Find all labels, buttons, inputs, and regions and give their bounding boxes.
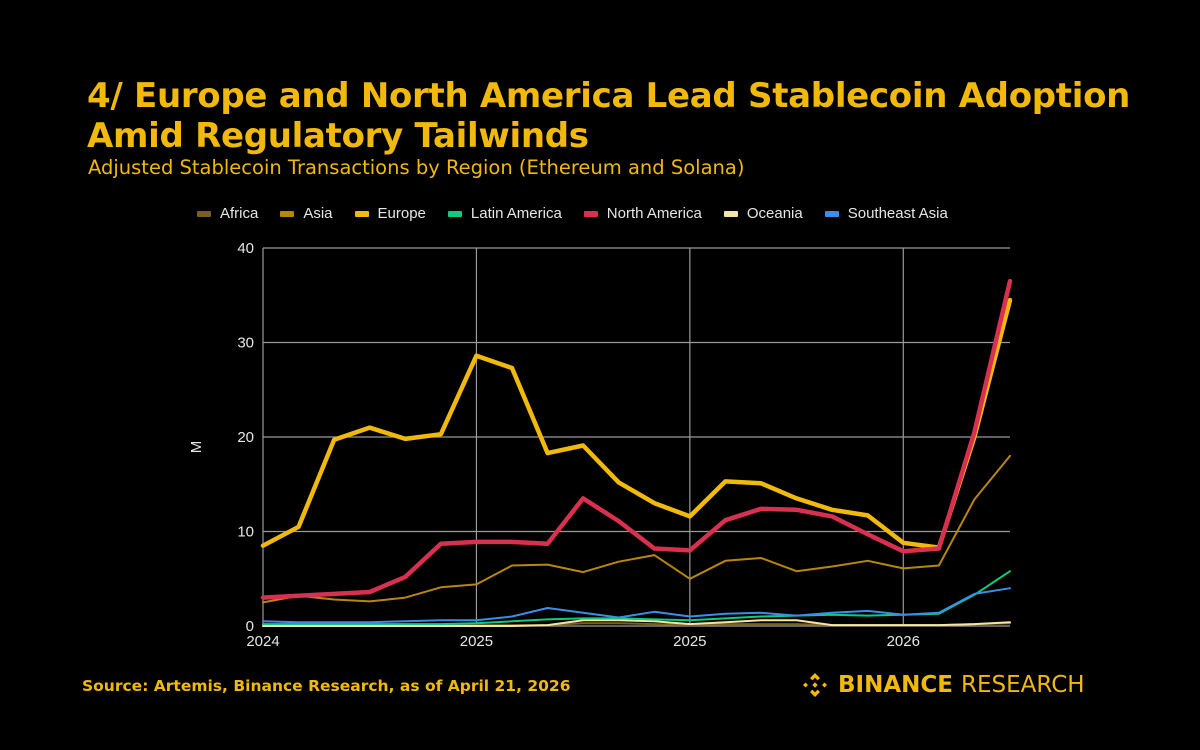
series-lines [260, 278, 1013, 627]
legend-label: Southeast Asia [847, 205, 948, 222]
source-note: Source: Artemis, Binance Research, as of… [82, 677, 571, 695]
y-tick-label: 30 [237, 335, 254, 352]
x-tick-label: 2026 [887, 633, 920, 650]
legend-label: North America [606, 205, 702, 222]
y-tick-label: 20 [237, 429, 254, 446]
y-tick-label: 0 [246, 618, 254, 635]
legend-label: Latin America [470, 205, 562, 222]
legend-item-southeast-asia: Southeast Asia [824, 205, 948, 222]
title-line-1: 4/ Europe and North America Lead Stablec… [87, 76, 1131, 116]
series-line-latin-america [262, 570, 1011, 626]
brand-logo: BINANCE RESEARCH [800, 670, 1085, 700]
brand-name-regular: RESEARCH [960, 672, 1085, 698]
legend-item-latin-america: Latin America [447, 205, 562, 222]
legend-swatch [723, 210, 738, 217]
series-line-oceania [262, 619, 1011, 627]
legend-swatch [583, 210, 598, 217]
series-line-north-america [260, 278, 1013, 600]
chart-subtitle: Adjusted Stablecoin Transactions by Regi… [88, 156, 745, 179]
legend-swatch [197, 210, 211, 217]
legend-swatch [447, 210, 462, 217]
chart-legend: Africa Asia Europe Latin America North Ameri… [197, 205, 970, 222]
legend-item-oceania: Oceania [723, 205, 803, 222]
legend-swatch [354, 210, 369, 217]
x-tick-label: 2024 [246, 633, 279, 650]
y-tick-label: 40 [237, 240, 254, 257]
legend-item-africa: Africa [197, 205, 258, 222]
series-line-southeast-asia [262, 587, 1011, 624]
y-axis-label: M [188, 441, 205, 454]
grid [262, 247, 1010, 627]
brand-name-bold: BINANCE [838, 672, 953, 698]
legend-label: Africa [220, 205, 259, 222]
axes: 0 10 20 30 40 2024 2025 2025 2026 [237, 240, 920, 650]
legend-swatch [824, 210, 839, 217]
x-tick-label: 2025 [460, 633, 493, 650]
series-line-europe [260, 297, 1013, 550]
series-line-asia [262, 454, 1011, 604]
legend-label: Asia [303, 205, 333, 222]
y-tick-label: 10 [237, 524, 254, 541]
title-line-2: Amid Regulatory Tailwinds [87, 116, 589, 156]
binance-diamond-icon [803, 673, 827, 697]
legend-item-asia: Asia [280, 205, 333, 222]
legend-swatch [280, 210, 295, 217]
legend-label: Oceania [746, 205, 803, 222]
page-title: 4/ Europe and North America Lead Stablec… [87, 76, 1130, 156]
legend-label: Europe [377, 205, 426, 222]
x-tick-label: 2025 [673, 633, 706, 650]
legend-item-north-america: North America [583, 205, 702, 222]
legend-item-europe: Europe [354, 205, 426, 222]
